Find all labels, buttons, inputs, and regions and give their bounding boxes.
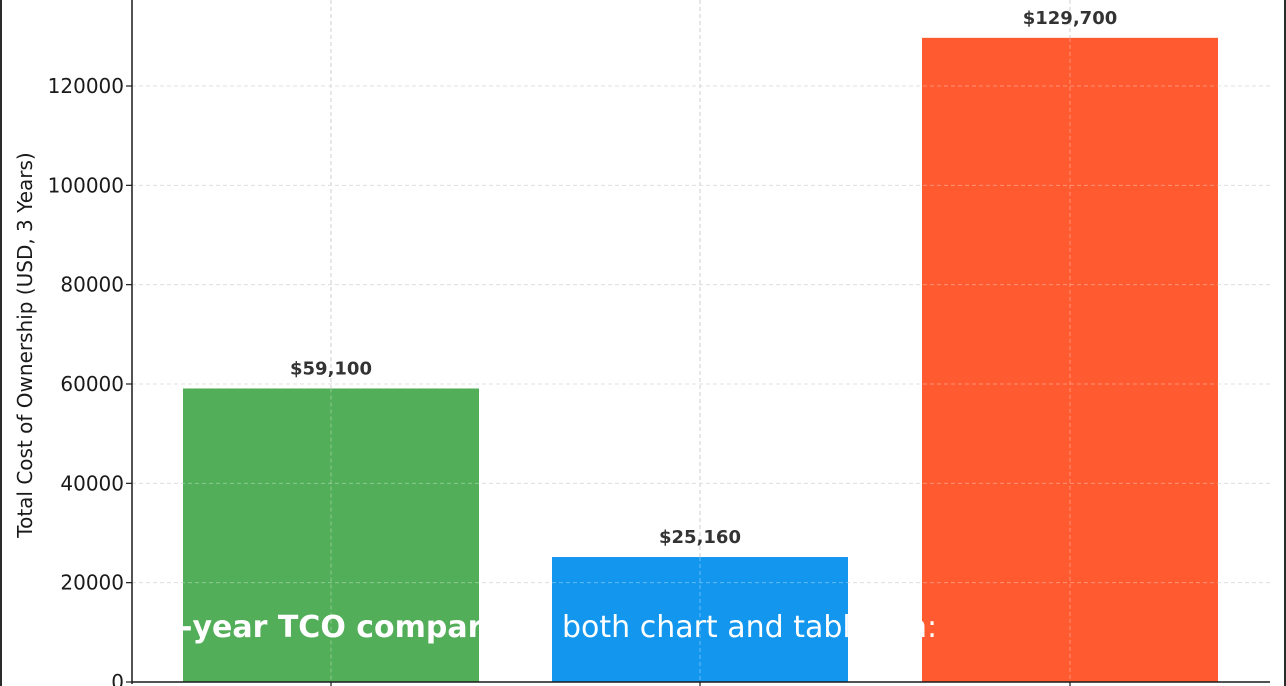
overlay-caption-part-c: n: <box>908 610 938 645</box>
y-axis-label: Total Cost of Ownership (USD, 3 Years) <box>13 152 37 538</box>
overlay-caption-part-b: both chart and table <box>562 610 870 645</box>
axes: 0 20000 40000 60000 80000 100000 120000 <box>48 0 1270 686</box>
y-tick-label: 80000 <box>60 273 124 297</box>
bar <box>183 388 479 682</box>
window-left-edge <box>0 0 2 686</box>
y-tick-label: 20000 <box>60 571 124 595</box>
y-tick-label: 60000 <box>60 372 124 396</box>
bars <box>132 37 1270 682</box>
y-tick-label: 0 <box>111 670 124 686</box>
bar <box>922 37 1218 682</box>
data-labels: $59,100 $25,160 $129,700 <box>290 8 1117 548</box>
y-tick-label: 100000 <box>48 173 124 197</box>
y-tick-label: 40000 <box>60 471 124 495</box>
bar <box>552 557 848 682</box>
y-tick-label: 120000 <box>48 74 124 98</box>
bar-value-label: $59,100 <box>290 358 372 379</box>
bar-value-label: $129,700 <box>1023 8 1118 29</box>
bar-value-label: $25,160 <box>659 527 741 548</box>
overlay-caption-part-a: -year TCO comparis <box>180 610 511 645</box>
window-right-edge <box>1284 0 1286 686</box>
